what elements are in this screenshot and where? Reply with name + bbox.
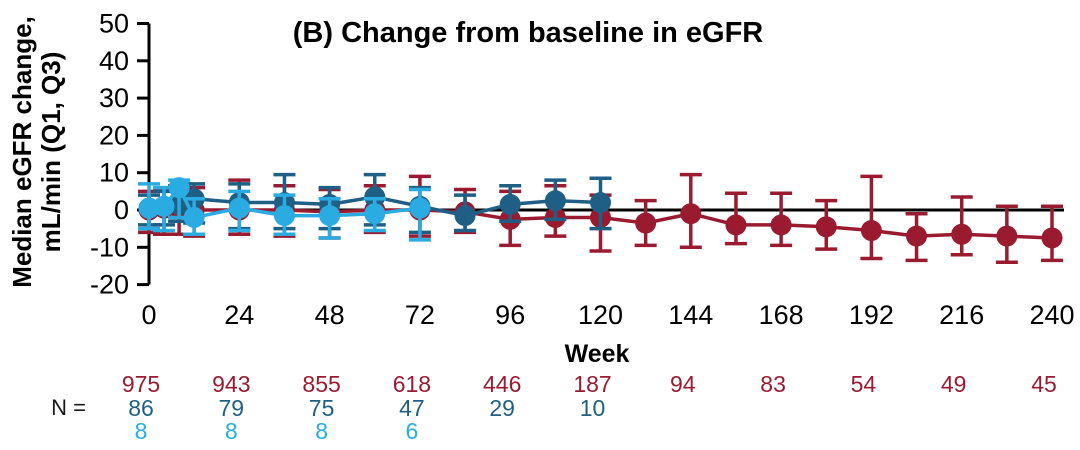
n-count: 6 (406, 418, 419, 444)
x-tick-label: 168 (759, 300, 804, 330)
series-dark-red-marker (815, 216, 837, 238)
y-tick-label: 50 (99, 9, 129, 39)
x-tick-label: 144 (668, 300, 713, 330)
y-axis-label-line2: mL/min (Q1, Q3) (36, 52, 66, 253)
x-tick-label: 216 (939, 300, 984, 330)
n-count: 54 (851, 371, 877, 397)
n-count: 187 (573, 371, 611, 397)
chart-title: (B) Change from baseline in eGFR (293, 17, 764, 49)
series-light-blue-marker (319, 205, 341, 227)
series-light-blue-marker (409, 197, 431, 219)
n-count: 83 (760, 371, 786, 397)
n-count: 94 (670, 371, 696, 397)
n-count: 45 (1031, 371, 1057, 397)
y-tick-label: 30 (99, 83, 129, 113)
x-tick-label: 72 (405, 300, 435, 330)
x-tick-label: 96 (495, 300, 525, 330)
n-count: 446 (483, 371, 521, 397)
n-count: 975 (122, 371, 160, 397)
series-dark-blue-marker (499, 193, 521, 215)
series-dark-red-marker (725, 214, 747, 236)
n-equals-label: N = (51, 395, 86, 420)
n-count: 86 (128, 395, 154, 421)
series-dark-red-marker (860, 220, 882, 242)
x-tick-label: 120 (578, 300, 623, 330)
n-count: 49 (941, 371, 967, 397)
n-count: 47 (399, 395, 425, 421)
series-dark-blue-marker (590, 192, 611, 214)
y-tick-label: 40 (99, 46, 129, 76)
series-dark-red-marker (770, 214, 792, 236)
series-light-blue-marker (168, 177, 190, 199)
y-tick-label: 0 (114, 195, 129, 225)
y-axis-label-line1: Median eGFR change, (7, 16, 37, 288)
y-tick-label: 20 (99, 120, 129, 150)
x-axis-label: Week (565, 340, 630, 368)
series-dark-red-marker (635, 212, 657, 234)
n-count: 855 (302, 371, 340, 397)
series-light-blue-marker (183, 206, 205, 228)
x-tick-label: 192 (849, 300, 894, 330)
series-light-blue-marker (273, 205, 295, 227)
series-light-blue-marker (364, 203, 386, 225)
n-count: 943 (212, 371, 250, 397)
y-tick-label: -10 (90, 232, 129, 262)
x-tick-label: 240 (1029, 300, 1074, 330)
series-dark-red-marker (906, 225, 928, 247)
n-count: 10 (580, 395, 606, 421)
n-count: 8 (315, 418, 328, 444)
series-dark-red-marker (680, 203, 702, 225)
chart-generated-layer: 50 40 30 20 10 0 -10 -20 0 24 48 72 96 120 144 168 192 21… (90, 9, 1075, 445)
x-tick-label: 24 (224, 300, 254, 330)
n-count: 79 (219, 395, 245, 421)
n-count: 8 (135, 418, 148, 444)
x-tick-label: 48 (315, 300, 345, 330)
series-light-blue-marker (228, 197, 250, 219)
n-count: 29 (489, 395, 515, 421)
n-count: 618 (393, 371, 431, 397)
series-dark-blue-marker (364, 186, 386, 208)
series-dark-red-marker (1041, 227, 1063, 249)
y-tick-label: 10 (99, 158, 129, 188)
y-tick-label: -20 (90, 270, 129, 300)
series-dark-blue-marker (454, 205, 476, 227)
series-light-blue-marker (153, 195, 175, 217)
series-dark-red-marker (951, 223, 973, 245)
series-dark-blue-marker (544, 190, 566, 212)
n-count: 8 (225, 418, 238, 444)
series-dark-red-marker (996, 225, 1018, 247)
n-count: 75 (309, 395, 335, 421)
x-tick-label: 0 (141, 300, 156, 330)
